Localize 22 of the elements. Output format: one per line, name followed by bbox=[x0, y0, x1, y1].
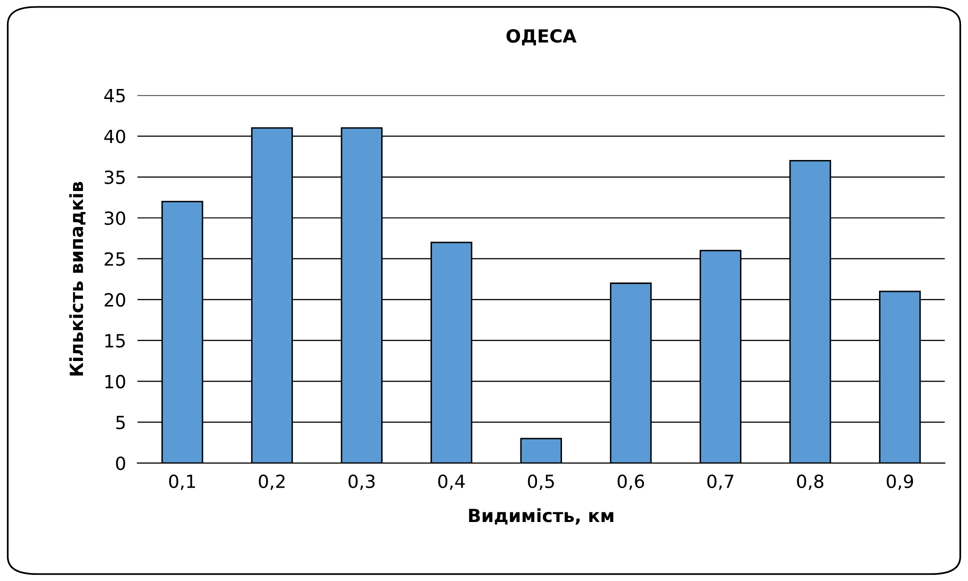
y-tick-label: 0 bbox=[116, 456, 126, 470]
y-tick-label: 10 bbox=[105, 374, 126, 388]
y-tick-label: 35 bbox=[104, 170, 125, 184]
x-tick-label: 0,6 bbox=[618, 474, 644, 490]
x-axis-title: Видимість, км bbox=[469, 508, 614, 525]
y-tick-label: 30 bbox=[104, 211, 126, 225]
x-tick-label: 0,9 bbox=[886, 474, 914, 490]
y-tick-label: 20 bbox=[104, 293, 126, 307]
x-tick-label: 0,1 bbox=[169, 474, 195, 490]
y-tick-label: 40 bbox=[104, 130, 126, 144]
x-tick-label: 0,7 bbox=[707, 474, 734, 490]
y-tick-label: 25 bbox=[104, 252, 125, 266]
x-tick-label: 0,2 bbox=[258, 474, 285, 490]
y-axis-title: Кількість випадків bbox=[69, 182, 86, 376]
x-tick-label: 0,4 bbox=[438, 474, 465, 490]
y-tick-label: 45 bbox=[104, 88, 125, 102]
chart-title: ОДЕСА bbox=[506, 29, 577, 46]
x-tick-label: 0,3 bbox=[348, 474, 375, 490]
x-tick-label: 0,5 bbox=[528, 474, 554, 490]
y-tick-label: 5 bbox=[116, 416, 125, 430]
y-tick-label: 15 bbox=[105, 334, 125, 348]
x-tick-label: 0,8 bbox=[797, 474, 824, 490]
